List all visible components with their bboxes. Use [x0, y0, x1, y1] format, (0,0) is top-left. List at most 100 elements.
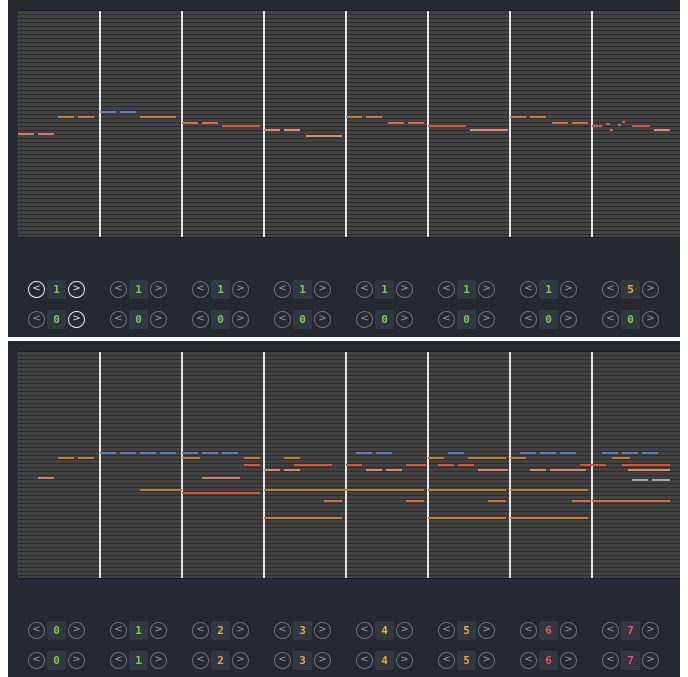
chevron-left-circle-icon[interactable]: <	[274, 652, 291, 669]
chevron-right-circle-icon[interactable]: >	[396, 281, 413, 298]
note[interactable]	[294, 464, 332, 466]
note[interactable]	[550, 469, 586, 471]
note[interactable]	[552, 122, 568, 124]
chevron-right-circle-icon[interactable]: >	[314, 311, 331, 328]
chevron-left-circle-icon[interactable]: <	[438, 281, 455, 298]
note[interactable]	[366, 469, 382, 471]
chevron-right-circle-icon[interactable]: >	[560, 311, 577, 328]
note[interactable]	[366, 116, 382, 118]
note[interactable]	[510, 457, 526, 459]
chevron-left-circle-icon[interactable]: <	[110, 311, 127, 328]
note[interactable]	[428, 457, 444, 459]
chevron-left-circle-icon[interactable]: <	[602, 652, 619, 669]
note[interactable]	[346, 116, 362, 118]
note[interactable]	[324, 500, 342, 502]
note[interactable]	[572, 122, 588, 124]
note[interactable]	[622, 464, 670, 466]
note[interactable]	[222, 452, 238, 454]
note[interactable]	[592, 464, 606, 466]
note[interactable]	[284, 129, 300, 131]
note[interactable]	[18, 133, 34, 135]
note[interactable]	[264, 129, 280, 131]
chevron-right-circle-icon[interactable]: >	[314, 622, 331, 639]
note[interactable]	[182, 492, 260, 494]
chevron-left-circle-icon[interactable]: <	[28, 281, 45, 298]
chevron-right-circle-icon[interactable]: >	[68, 281, 85, 298]
chevron-left-circle-icon[interactable]: <	[520, 622, 537, 639]
chevron-left-circle-icon[interactable]: <	[356, 622, 373, 639]
chevron-right-circle-icon[interactable]: >	[642, 622, 659, 639]
note[interactable]	[38, 477, 54, 479]
chevron-left-circle-icon[interactable]: <	[28, 311, 45, 328]
note[interactable]	[58, 116, 74, 118]
chevron-left-circle-icon[interactable]: <	[520, 652, 537, 669]
chevron-right-circle-icon[interactable]: >	[68, 652, 85, 669]
chevron-right-circle-icon[interactable]: >	[232, 281, 249, 298]
note[interactable]	[654, 129, 670, 131]
chevron-right-circle-icon[interactable]: >	[232, 311, 249, 328]
note[interactable]	[284, 469, 300, 471]
chevron-left-circle-icon[interactable]: <	[602, 311, 619, 328]
note[interactable]	[244, 457, 260, 459]
note[interactable]	[468, 457, 506, 459]
note[interactable]	[356, 452, 372, 454]
note[interactable]	[628, 469, 670, 471]
note[interactable]	[510, 489, 588, 491]
note[interactable]	[510, 517, 588, 519]
chevron-right-circle-icon[interactable]: >	[150, 652, 167, 669]
chevron-right-circle-icon[interactable]: >	[150, 281, 167, 298]
note[interactable]	[470, 129, 508, 131]
chevron-left-circle-icon[interactable]: <	[520, 281, 537, 298]
note[interactable]	[160, 452, 176, 454]
note[interactable]	[610, 129, 613, 131]
note[interactable]	[642, 452, 658, 454]
note[interactable]	[592, 125, 602, 127]
chevron-right-circle-icon[interactable]: >	[68, 311, 85, 328]
chevron-left-circle-icon[interactable]: <	[356, 652, 373, 669]
note[interactable]	[602, 452, 618, 454]
note[interactable]	[78, 116, 94, 118]
note[interactable]	[612, 457, 630, 459]
note[interactable]	[346, 464, 362, 466]
note[interactable]	[592, 500, 670, 502]
note[interactable]	[632, 125, 650, 127]
chevron-right-circle-icon[interactable]: >	[396, 622, 413, 639]
chevron-right-circle-icon[interactable]: >	[396, 311, 413, 328]
chevron-left-circle-icon[interactable]: <	[192, 652, 209, 669]
note[interactable]	[406, 464, 426, 466]
chevron-right-circle-icon[interactable]: >	[642, 281, 659, 298]
note[interactable]	[428, 517, 506, 519]
note[interactable]	[408, 122, 424, 124]
note[interactable]	[652, 479, 670, 481]
note[interactable]	[406, 500, 424, 502]
chevron-right-circle-icon[interactable]: >	[150, 311, 167, 328]
chevron-right-circle-icon[interactable]: >	[560, 281, 577, 298]
note[interactable]	[606, 123, 610, 125]
note[interactable]	[120, 111, 136, 113]
note[interactable]	[38, 133, 54, 135]
note[interactable]	[264, 517, 342, 519]
note[interactable]	[540, 452, 556, 454]
note[interactable]	[222, 125, 260, 127]
note[interactable]	[632, 479, 648, 481]
chevron-left-circle-icon[interactable]: <	[520, 311, 537, 328]
chevron-left-circle-icon[interactable]: <	[274, 281, 291, 298]
note[interactable]	[478, 469, 508, 471]
chevron-left-circle-icon[interactable]: <	[274, 311, 291, 328]
note[interactable]	[306, 135, 342, 137]
note[interactable]	[140, 116, 176, 118]
chevron-right-circle-icon[interactable]: >	[314, 652, 331, 669]
note[interactable]	[560, 452, 576, 454]
note[interactable]	[388, 122, 404, 124]
chevron-left-circle-icon[interactable]: <	[602, 281, 619, 298]
chevron-right-circle-icon[interactable]: >	[232, 652, 249, 669]
chevron-left-circle-icon[interactable]: <	[602, 622, 619, 639]
note[interactable]	[510, 116, 526, 118]
note[interactable]	[182, 457, 200, 459]
note[interactable]	[78, 457, 94, 459]
note[interactable]	[284, 457, 300, 459]
note[interactable]	[202, 452, 218, 454]
chevron-right-circle-icon[interactable]: >	[478, 281, 495, 298]
note[interactable]	[202, 477, 240, 479]
note[interactable]	[386, 469, 402, 471]
